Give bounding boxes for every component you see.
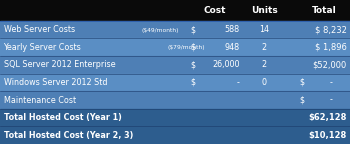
Text: ($49/month): ($49/month) (142, 28, 179, 33)
Text: 2: 2 (262, 60, 267, 69)
Text: 948: 948 (225, 43, 240, 52)
Text: Cost: Cost (204, 6, 226, 15)
Text: Total Hosted Cost (Year 2, 3): Total Hosted Cost (Year 2, 3) (4, 131, 133, 140)
Text: Total Hosted Cost (Year 1): Total Hosted Cost (Year 1) (4, 113, 121, 122)
Text: Windows Server 2012 Std: Windows Server 2012 Std (4, 78, 107, 87)
Bar (0, 126, 350, 144)
Text: 2: 2 (262, 43, 267, 52)
Text: -: - (237, 78, 240, 87)
Text: Maintenance Cost: Maintenance Cost (4, 95, 76, 105)
Text: 26,000: 26,000 (212, 60, 240, 69)
Text: Units: Units (251, 6, 278, 15)
Text: $ 8,232: $ 8,232 (315, 25, 346, 34)
Text: -: - (329, 78, 332, 87)
Bar (0, 38, 350, 56)
Text: Total: Total (312, 6, 336, 15)
Bar (0, 91, 350, 109)
Text: $62,128: $62,128 (308, 113, 346, 122)
Text: $: $ (191, 25, 196, 34)
Text: 588: 588 (225, 25, 240, 34)
Bar (0, 56, 350, 74)
Text: $: $ (191, 78, 196, 87)
Text: SQL Server 2012 Enterprise: SQL Server 2012 Enterprise (4, 60, 115, 69)
Text: -: - (329, 95, 332, 105)
Text: $: $ (191, 43, 196, 52)
Text: $: $ (191, 60, 196, 69)
Text: ($79/month): ($79/month) (167, 46, 205, 51)
Bar (0, 21, 350, 38)
Bar (0, 0, 350, 21)
Text: $: $ (299, 95, 304, 105)
Text: $10,128: $10,128 (308, 131, 346, 140)
Text: Yearly Server Costs: Yearly Server Costs (4, 43, 81, 52)
Text: $52,000: $52,000 (312, 60, 346, 69)
Text: 0: 0 (262, 78, 267, 87)
Text: $ 1,896: $ 1,896 (315, 43, 346, 52)
Text: $: $ (299, 78, 304, 87)
Text: Web Server Costs: Web Server Costs (4, 25, 75, 34)
Bar (0, 109, 350, 126)
Text: 14: 14 (259, 25, 269, 34)
Bar (0, 74, 350, 91)
